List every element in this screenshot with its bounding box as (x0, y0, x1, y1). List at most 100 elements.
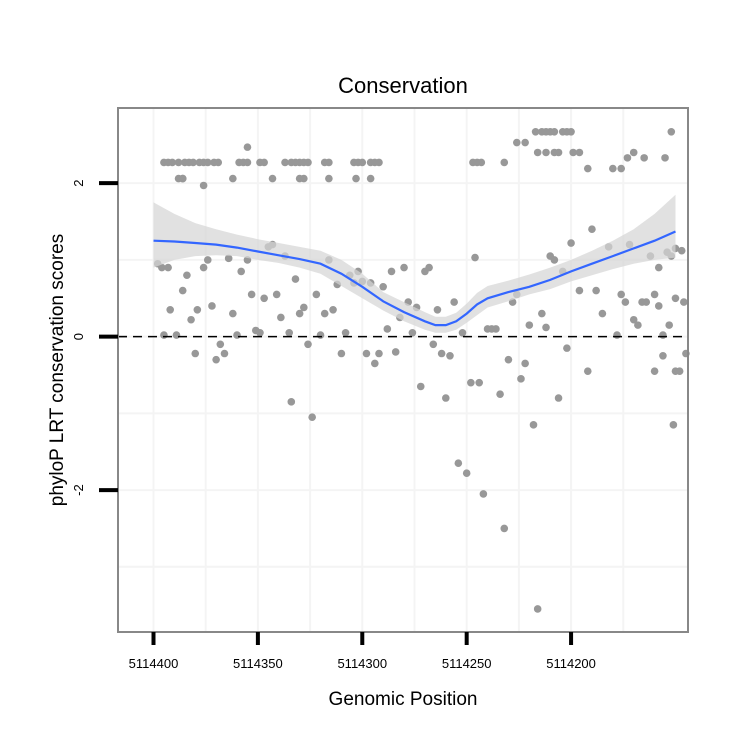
data-point (479, 490, 488, 498)
x-tick-label: 5114300 (337, 656, 387, 671)
data-point (166, 305, 174, 314)
data-point (268, 174, 277, 183)
data-point (295, 309, 304, 318)
data-point (446, 352, 454, 360)
data-point (500, 158, 509, 167)
data-point (160, 331, 168, 339)
x-tick-label: 5114350 (233, 656, 283, 671)
data-point (320, 309, 329, 318)
data-point (387, 267, 396, 276)
data-point (300, 303, 308, 312)
data-point (654, 263, 663, 272)
data-point (629, 315, 638, 324)
data-point (667, 127, 676, 136)
data-point (454, 459, 463, 468)
data-point (212, 355, 220, 364)
data-point (496, 390, 504, 398)
data-point (650, 290, 659, 299)
smooth-line (153, 230, 676, 327)
data-point (158, 263, 166, 272)
data-point (329, 305, 337, 314)
data-point (521, 359, 529, 368)
data-point (208, 302, 216, 310)
data-point (477, 158, 486, 167)
data-point (654, 302, 663, 310)
data-point (588, 225, 596, 234)
data-point (233, 331, 241, 339)
data-point (285, 328, 294, 337)
data-point (525, 321, 534, 329)
data-point (621, 298, 630, 306)
data-point (325, 174, 333, 183)
y-tick-label: 2 (71, 180, 86, 187)
data-point (362, 349, 371, 358)
y-tick-label: -2 (71, 484, 86, 496)
plot-frame (117, 107, 689, 633)
data-point (533, 148, 542, 157)
data-point (575, 286, 584, 295)
data-point (680, 298, 688, 306)
data-point (617, 290, 625, 299)
data-point (575, 148, 584, 157)
data-point (471, 253, 479, 262)
data-point (504, 355, 513, 364)
data-point (677, 246, 686, 255)
data-point (567, 127, 575, 136)
data-point (598, 309, 607, 318)
data-point (542, 148, 550, 157)
data-point (617, 164, 625, 173)
data-point (642, 298, 651, 306)
data-point (650, 367, 659, 375)
data-point (316, 331, 325, 339)
data-point (521, 138, 529, 147)
data-point (243, 143, 252, 151)
data-point (375, 158, 383, 167)
data-point (358, 158, 367, 167)
data-point (592, 286, 600, 295)
data-point (500, 524, 509, 533)
data-point (533, 605, 542, 613)
data-point (542, 323, 550, 332)
y-tick-label: 0 (71, 333, 86, 340)
data-point (634, 321, 642, 329)
data-point (220, 349, 229, 358)
data-point (304, 340, 312, 349)
x-tick-label: 5114400 (129, 656, 179, 671)
data-point (661, 154, 669, 162)
data-point (203, 256, 212, 264)
data-point (671, 294, 680, 303)
data-point (550, 127, 559, 136)
chart-title: Conservation (338, 73, 468, 98)
data-point (287, 398, 296, 406)
data-point (168, 158, 177, 167)
confidence-ribbon (153, 194, 676, 333)
data-point (675, 367, 684, 375)
data-point (224, 254, 233, 263)
data-point (669, 421, 678, 429)
data-point (467, 378, 475, 387)
data-point (583, 164, 592, 173)
data-point (272, 290, 281, 299)
data-point (563, 344, 571, 352)
data-point (214, 158, 223, 167)
plot-area: 5114400 5114350 5114300 5114250 5114200 -2 0 2 (71, 107, 690, 671)
data-point (629, 148, 638, 157)
data-point (659, 352, 667, 360)
data-point (337, 349, 346, 358)
data-point (304, 158, 312, 167)
data-point (256, 328, 264, 337)
data-point (531, 127, 540, 136)
data-point (538, 309, 546, 318)
data-point (247, 290, 256, 299)
data-point (569, 148, 577, 157)
data-point (277, 313, 285, 322)
data-point (229, 174, 237, 183)
data-point (609, 164, 617, 173)
data-point (462, 469, 471, 477)
x-tick-label: 5114250 (442, 656, 492, 671)
data-point (492, 325, 500, 333)
data-point (325, 158, 333, 167)
data-point (391, 348, 400, 356)
data-point (237, 267, 245, 276)
data-point (665, 321, 674, 329)
